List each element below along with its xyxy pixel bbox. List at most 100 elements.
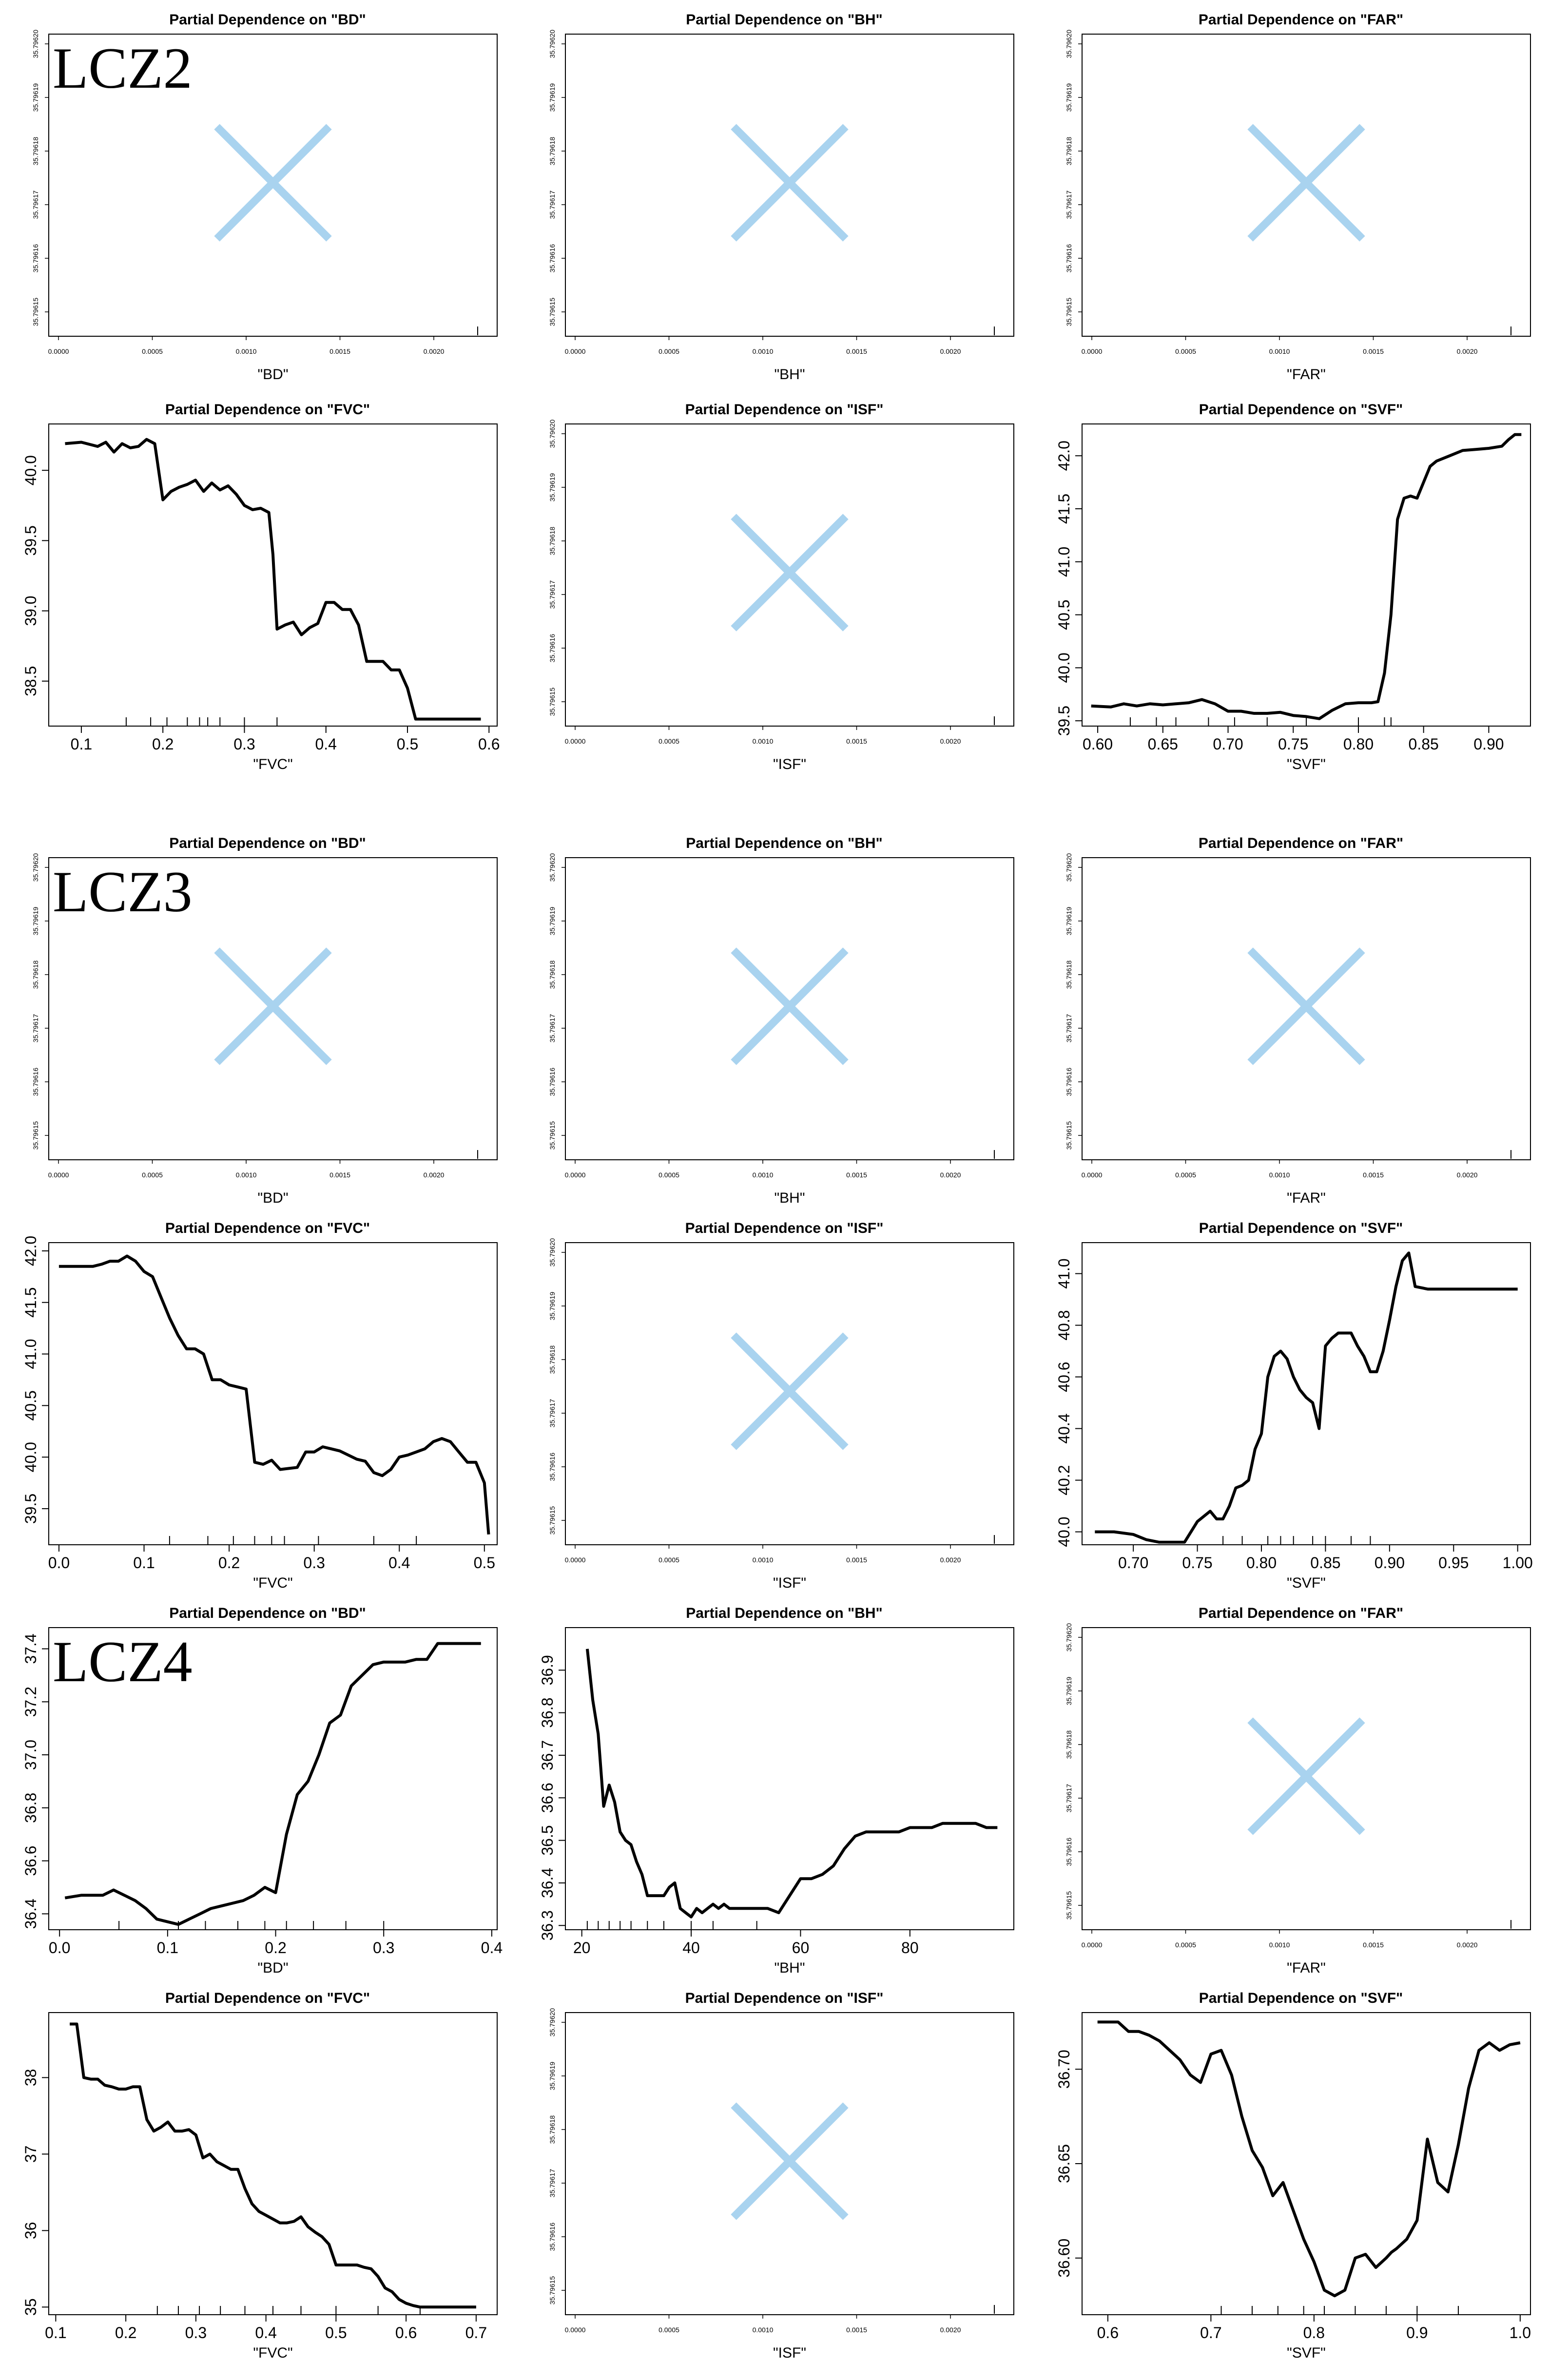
placeholder-cross-line	[731, 2102, 849, 2220]
y-tick-label: 36	[22, 2222, 39, 2240]
y-tick-label: 35.79619	[1065, 907, 1073, 936]
y-tick-label: 41.0	[1055, 547, 1073, 577]
y-tick-label: 36.7	[539, 1740, 556, 1770]
x-axis-label: "BH"	[774, 1190, 805, 1206]
y-tick-label: 35.79618	[548, 2115, 556, 2144]
x-tick-label: 0.5	[325, 2324, 347, 2342]
x-tick-label: 0.7	[465, 2324, 487, 2342]
plot-frame	[565, 2012, 1014, 2315]
panel-lcz4-bd: Partial Dependence on "BD" "BD" 0.0 0.1 0.2 0…	[22, 1605, 503, 1976]
x-tick-label: 0.3	[185, 2324, 207, 2342]
group-label: LCZ4	[53, 1629, 193, 1694]
y-tick-label: 35.79620	[548, 420, 556, 448]
plot-frame	[48, 423, 498, 727]
x-tick-label: 0.6	[478, 735, 500, 753]
placeholder-cross-line	[731, 124, 849, 242]
y-tick-label: 40.0	[22, 455, 39, 485]
y-tick-label: 36.4	[22, 1899, 39, 1929]
panel-lcz2-svf: Partial Dependence on "SVF" "SVF" 0.60 0.65…	[1055, 402, 1531, 772]
x-tick-label: 60	[792, 1939, 810, 1957]
y-tick-label: 35.79619	[1065, 83, 1073, 112]
x-tick-label: 0.0005	[1175, 1941, 1196, 1949]
y-tick-label: 35.79617	[548, 580, 556, 609]
plot-frame	[565, 34, 1014, 337]
x-tick-label: 0.70	[1118, 1554, 1148, 1572]
x-axis-label: "SVF"	[1287, 756, 1326, 772]
x-axis-label: "FAR"	[1287, 1960, 1326, 1976]
x-tick-label: 0.0020	[940, 1171, 961, 1179]
panel-lcz2-bd: Partial Dependence on "BD" "BD" 0.0000 0.00…	[32, 12, 498, 383]
x-axis-label: "FVC"	[253, 756, 292, 772]
y-tick-label: 40.5	[1055, 599, 1073, 630]
x-tick-label: 0.3	[303, 1554, 325, 1572]
placeholder-cross-line	[1247, 947, 1365, 1065]
y-tick-label: 35.79617	[548, 191, 556, 219]
x-tick-label: 1.00	[1503, 1554, 1533, 1572]
placeholder-cross-line	[1247, 124, 1365, 242]
x-tick-label: 0.0020	[424, 1171, 445, 1179]
y-tick-label: 35.79619	[32, 83, 39, 112]
x-axis-label: "BD"	[258, 366, 289, 383]
panel-lcz2-bh: Partial Dependence on "BH" "BH" 0.0000 0.00…	[548, 12, 1014, 383]
x-tick-label: 0.0005	[658, 1171, 679, 1179]
x-tick-label: 0.0015	[846, 347, 867, 355]
x-tick-label: 0.0	[49, 1939, 70, 1957]
y-tick-label: 37.0	[22, 1740, 39, 1770]
y-tick-label: 35.79616	[548, 634, 556, 663]
x-tick-label: 0.2	[115, 2324, 136, 2342]
x-tick-label: 0.60	[1083, 735, 1113, 753]
panel-lcz2-fvc: Partial Dependence on "FVC" "FVC" 0.1 0.2 0.…	[22, 402, 500, 772]
x-tick-label: 0.0015	[846, 1556, 867, 1564]
plot-frame	[1082, 1627, 1531, 1930]
y-tick-label: 35.79618	[1065, 960, 1073, 989]
x-tick-label: 0.70	[1213, 735, 1243, 753]
plot-frame	[565, 1627, 1014, 1930]
y-tick-label: 35.79616	[548, 1453, 556, 1481]
y-tick-label: 37.4	[22, 1633, 39, 1664]
x-tick-label: 0.7	[1200, 2324, 1221, 2342]
x-tick-label: 0.1	[71, 735, 92, 753]
x-tick-label: 0.9	[1406, 2324, 1428, 2342]
y-tick-label: 38	[22, 2069, 39, 2087]
y-tick-label: 35.79615	[548, 298, 556, 326]
x-axis-label: "BD"	[258, 1190, 289, 1206]
panel-lcz4-isf: Partial Dependence on "ISF" "ISF" 0.0000 0.…	[548, 1990, 1014, 2361]
plot-frame	[1082, 1242, 1531, 1545]
y-tick-label: 35.79620	[548, 1238, 556, 1267]
x-axis-label: "FVC"	[253, 2345, 292, 2361]
x-tick-label: 0.0020	[1457, 1941, 1478, 1949]
chart-title: Partial Dependence on "BH"	[686, 12, 883, 28]
chart-title: Partial Dependence on "SVF"	[1199, 1990, 1403, 2006]
chart-title: Partial Dependence on "BH"	[686, 835, 883, 851]
panel-lcz4-far: Partial Dependence on "FAR" "FAR" 0.0000 0.…	[1065, 1605, 1531, 1976]
x-tick-label: 0.0010	[753, 737, 774, 745]
y-tick-label: 35.79617	[32, 1014, 39, 1043]
y-tick-label: 35.79617	[548, 1014, 556, 1043]
x-tick-label: 0.0000	[1082, 1941, 1103, 1949]
x-tick-label: 0.0010	[753, 1171, 774, 1179]
y-tick-label: 35.79616	[1065, 1068, 1073, 1096]
x-tick-label: 0.0005	[1175, 1171, 1196, 1179]
y-tick-label: 35.79615	[548, 1506, 556, 1535]
y-tick-label: 37.2	[22, 1687, 39, 1717]
y-tick-label: 35.79618	[548, 137, 556, 166]
x-tick-label: 0.0000	[1082, 347, 1103, 355]
x-tick-label: 0.1	[133, 1554, 155, 1572]
panel-lcz3-bd: Partial Dependence on "BD" "BD" 0.0000 0.00…	[32, 835, 498, 1206]
y-tick-label: 35.79620	[548, 2008, 556, 2037]
chart-title: Partial Dependence on "FAR"	[1199, 1605, 1403, 1621]
x-tick-label: 0.75	[1278, 735, 1308, 753]
y-tick-label: 35.79617	[32, 191, 39, 219]
x-axis-label: "SVF"	[1287, 2345, 1326, 2361]
x-tick-label: 0.0010	[753, 2326, 774, 2334]
x-tick-label: 0.0015	[1363, 1941, 1384, 1949]
x-tick-label: 0.80	[1246, 1554, 1277, 1572]
x-tick-label: 80	[901, 1939, 919, 1957]
x-tick-label: 0.0010	[1269, 1941, 1290, 1949]
y-tick-label: 35.79618	[1065, 137, 1073, 166]
x-axis-label: "BD"	[258, 1960, 289, 1976]
y-tick-label: 41.5	[1055, 494, 1073, 524]
pd-line	[64, 1642, 481, 1926]
y-tick-label: 35.79619	[548, 907, 556, 936]
x-tick-label: 0.75	[1182, 1554, 1212, 1572]
